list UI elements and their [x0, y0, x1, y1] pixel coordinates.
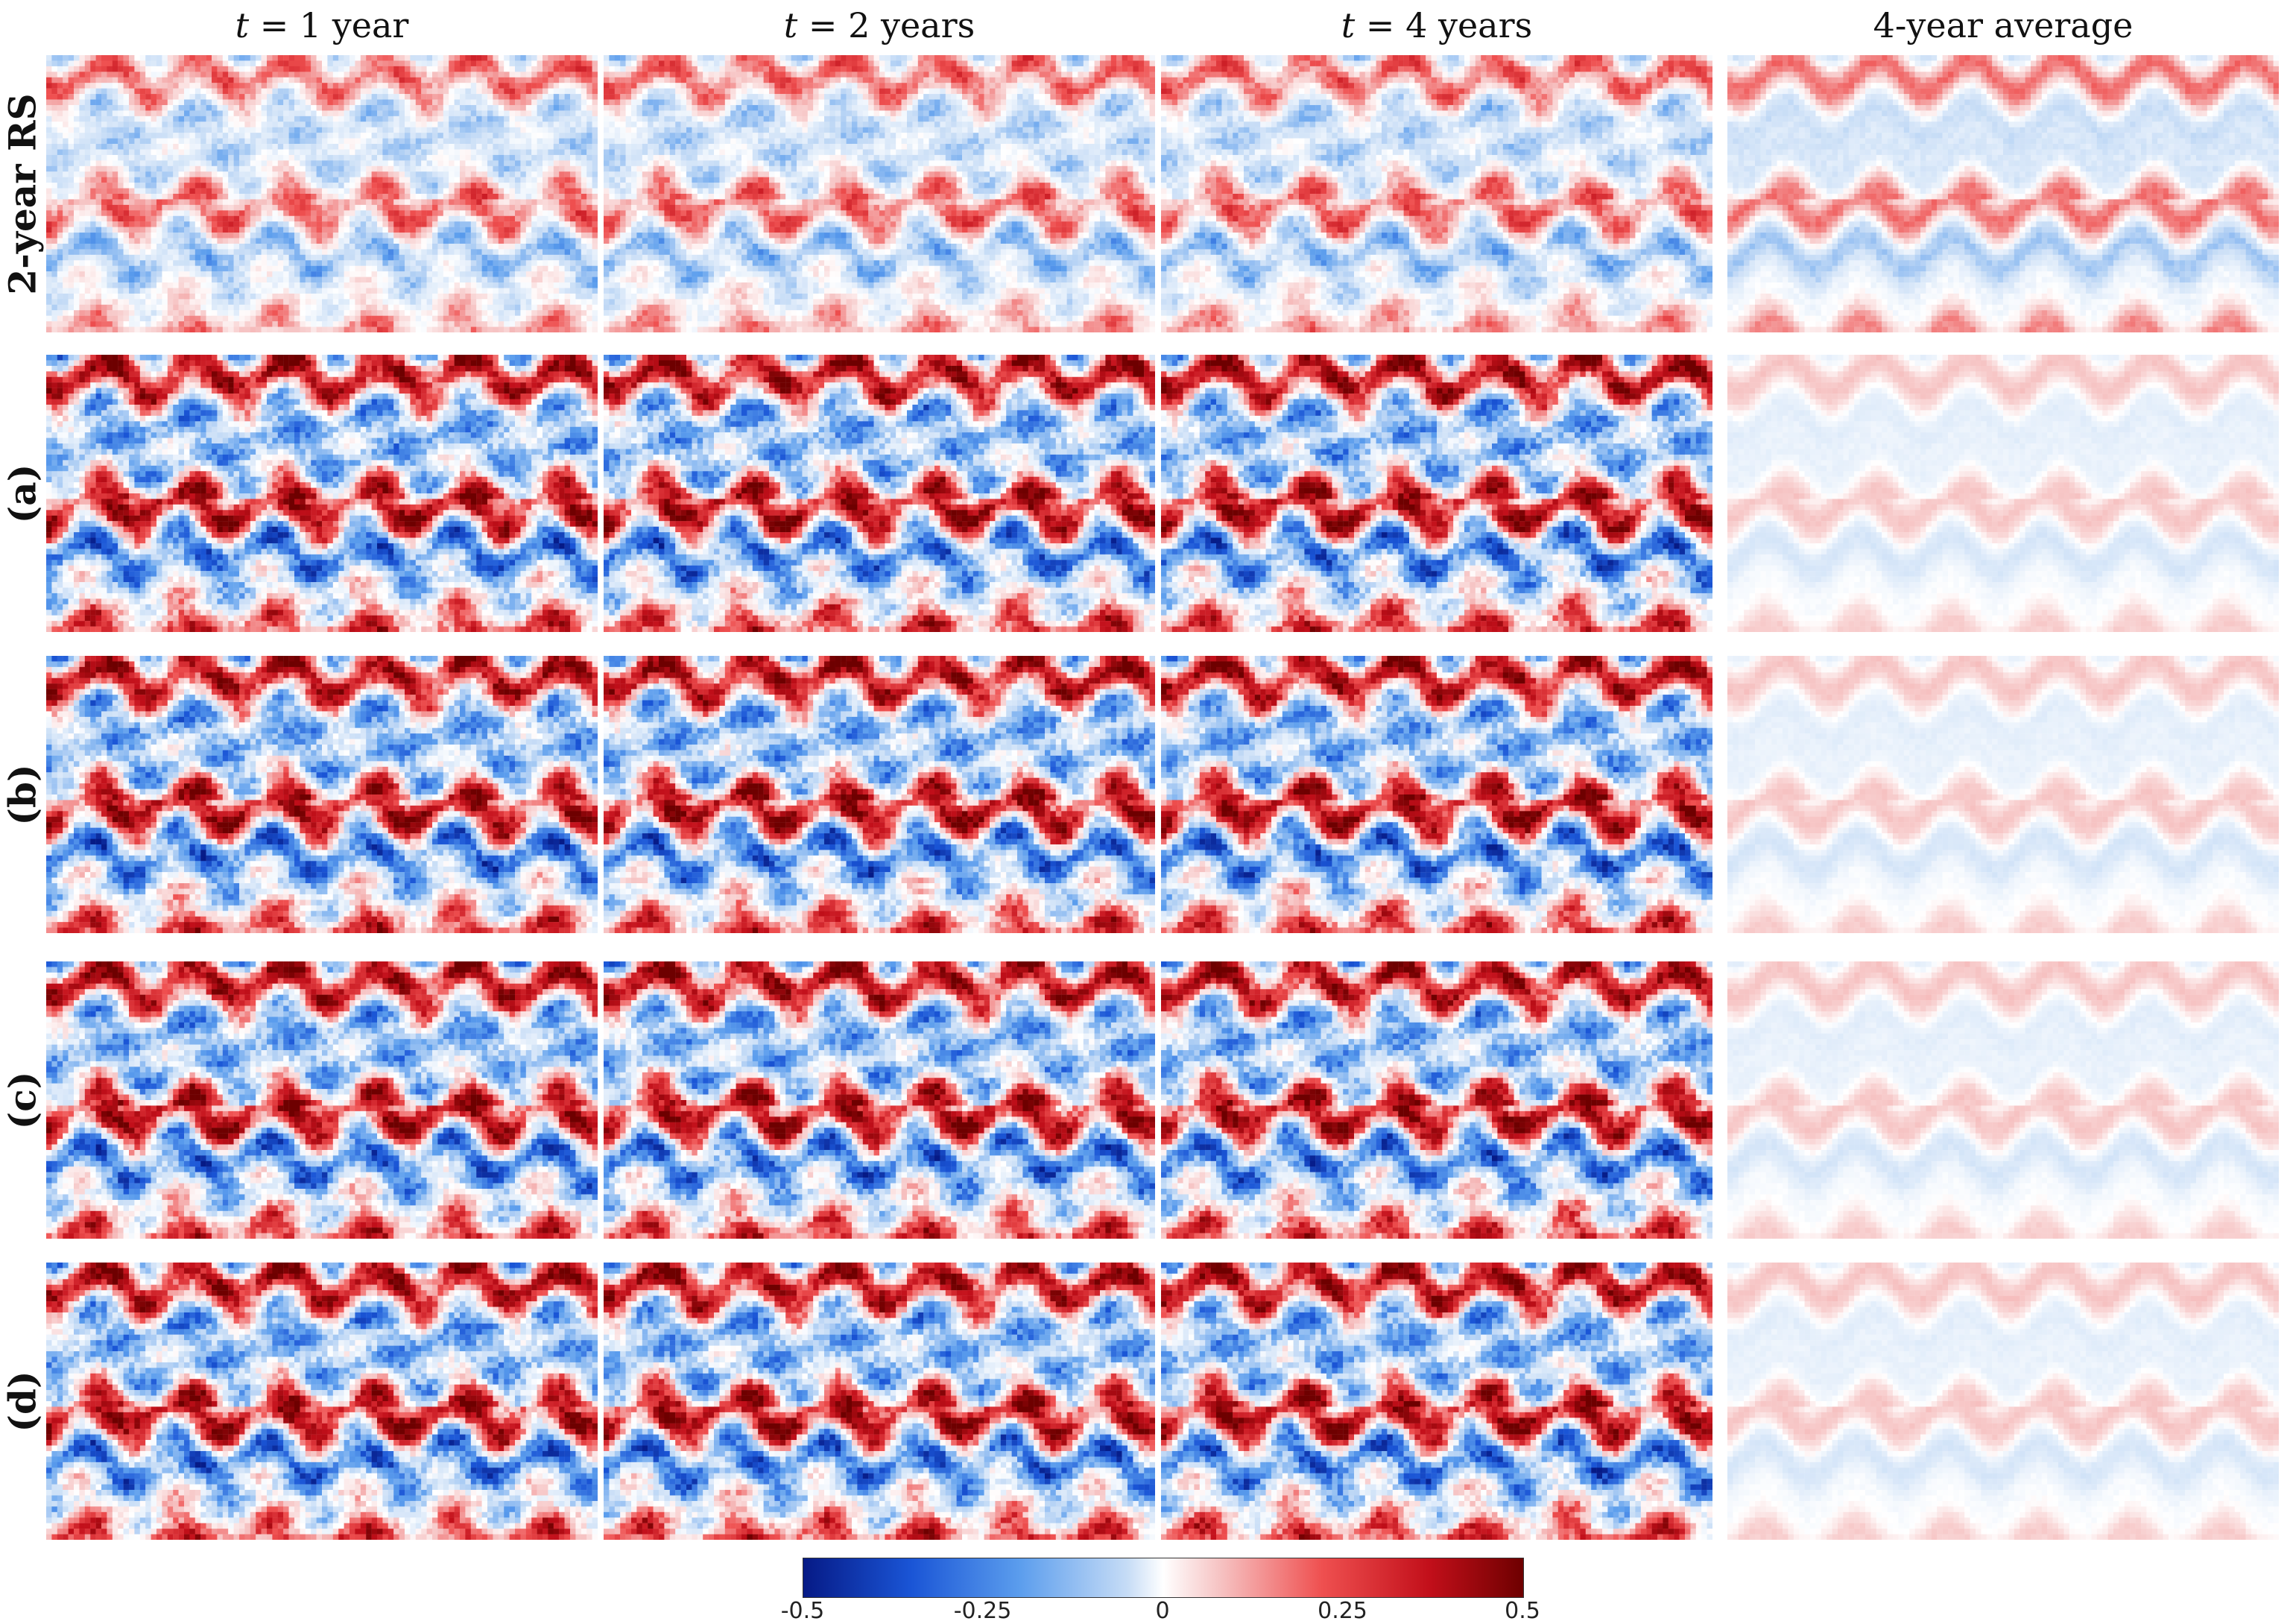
column-title: t = 1 year: [46, 3, 598, 48]
field-panel: [46, 355, 598, 632]
colorbar-tick-label: -0.5: [781, 1598, 825, 1624]
colorbar-tick-label: -0.25: [954, 1598, 1012, 1624]
field-panel: [1161, 1263, 1712, 1540]
field-panel: [46, 1263, 598, 1540]
field-panel: [604, 656, 1155, 933]
field-panel: [46, 656, 598, 933]
row-label: 2-year RS: [0, 55, 45, 332]
field-panel: [1161, 961, 1712, 1239]
colorbar-tick-label: 0.5: [1505, 1598, 1540, 1624]
field-panel: [604, 961, 1155, 1239]
field-panel: [1161, 656, 1712, 933]
colorbar: [803, 1558, 1524, 1598]
field-panel: [46, 961, 598, 1239]
column-title: 4-year average: [1727, 3, 2279, 48]
field-panel: [604, 55, 1155, 332]
colorbar-tick-label: 0: [1155, 1598, 1169, 1624]
field-panel: [604, 1263, 1155, 1540]
colorbar-tick-label: 0.25: [1318, 1598, 1367, 1624]
field-panel: [46, 55, 598, 332]
field-panel: [1161, 55, 1712, 332]
field-panel: [604, 355, 1155, 632]
row-label: (b): [0, 656, 45, 933]
field-panel: [1727, 961, 2279, 1239]
field-panel: [1161, 355, 1712, 632]
column-title: t = 2 years: [604, 3, 1155, 48]
field-panel: [1727, 1263, 2279, 1540]
row-label: (d): [0, 1263, 45, 1540]
field-panel: [1727, 656, 2279, 933]
field-panel: [1727, 55, 2279, 332]
field-panel: [1727, 355, 2279, 632]
column-title: t = 4 years: [1161, 3, 1712, 48]
row-label: (a): [0, 355, 45, 632]
row-label: (c): [0, 961, 45, 1239]
